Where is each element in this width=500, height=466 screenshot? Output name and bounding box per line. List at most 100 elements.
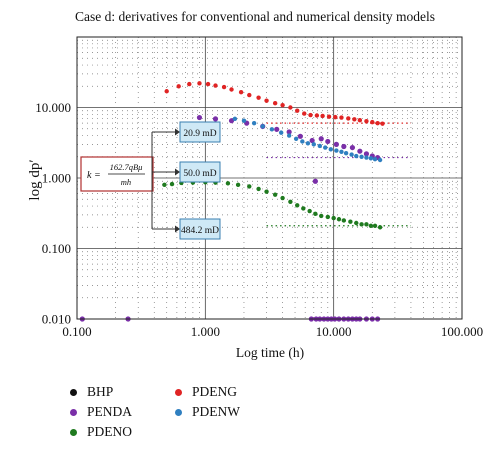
data-point-pdenw [311,142,316,147]
data-point-pdeng [205,81,211,87]
data-point-pdeno [377,225,383,230]
annotation-layer: k = 162.7qBμ mh 20.9 mD 50.0 mD 484.2 mD [80,121,221,240]
data-point-penda [363,151,370,157]
data-point-pdenw [300,139,305,144]
data-point-penda [309,137,315,144]
chart-title: Case d: derivatives for conventional and… [75,9,435,24]
data-point-pdeng [326,114,332,119]
data-point-pdenw [293,136,299,141]
permeability-box-2 [179,218,221,240]
data-point-pdeng [256,95,261,100]
data-point-pdenw [305,141,311,146]
data-point-pdenw [349,152,354,157]
y-tick-label: 0.010 [42,312,71,327]
data-point-pdeng [264,98,269,103]
data-point-pdeno [162,182,167,188]
data-point-pdeno [169,181,175,187]
data-point-pdenw [368,156,374,161]
legend-item-pdeng: PDENG [175,384,237,400]
y-axis-label: log dp′ [27,159,43,200]
data-point-pdeno [319,213,324,219]
data-point-penda [341,143,347,150]
bracket-arrowhead-2 [175,225,180,233]
data-point-pdeno [256,186,261,192]
data-point-pdeng [314,113,320,118]
data-point-pdeno [364,222,369,227]
y-tick-label: 10.000 [35,100,71,115]
data-point-pdeno [247,184,252,189]
data-point-penda [333,141,339,147]
plot-frame [76,36,463,320]
data-point-pdeng [272,101,278,106]
data-point-pdeno [359,222,364,227]
legend-item-pdeno: PDENO [70,424,132,440]
legend-label-pdenw: PDENW [192,404,240,419]
data-point-pdenw [359,154,364,159]
data-point-pdenw [317,143,323,149]
data-point-pdenw [343,150,349,156]
data-point-pdeno [331,215,336,221]
x-tick-label: 10.000 [316,324,352,339]
data-point-pdenw [260,124,265,129]
permeability-box-0 [179,121,221,143]
data-point-pdeng [375,120,380,126]
data-point-pdenw [372,156,378,162]
data-point-pdeng [247,92,252,98]
data-point-pdeno [368,223,374,228]
data-point-pdeno [301,206,306,211]
legend: BHP PENDA PDENO PDENG PDENW [70,384,370,454]
legend-marker-pdenw [175,408,182,416]
data-point-pdenw [269,127,275,132]
data-point-pdenw [323,145,328,150]
data-point-pdeng [339,115,344,120]
data-point-pdenw [377,157,383,163]
tick-labels-layer: 0.100 1.000 10.000 100.0000.0100.1001.00010… [35,100,483,339]
data-point-pdeno [325,214,330,220]
data-point-pdeng [213,83,218,88]
legend-label-pdeng: PDENG [192,384,238,399]
data-point-pdeng [176,84,181,89]
y-tick-label: 0.100 [42,241,71,256]
data-point-penda [196,114,203,121]
data-point-pdeng [380,121,385,126]
data-point-pdeng [346,116,351,121]
data-point-pdeng [370,119,375,125]
legend-item-penda: PENDA [70,404,132,420]
data-point-pdeno [307,208,312,214]
equation-lhs: k = [87,170,101,181]
data-point-pdeng [238,89,244,95]
data-point-pdenw [286,133,292,138]
legend-marker-pdeno [70,428,77,436]
y-tick-label: 1.000 [42,171,71,186]
x-axis-label: Log time (h) [236,345,304,360]
data-point-pdeng [164,89,169,94]
legend-marker-bhp [70,388,77,396]
data-point-pdeno [225,181,231,186]
data-point-pdeno [341,218,347,223]
data-point-pdeno [235,182,241,188]
data-point-pdeng [308,112,313,118]
data-point-pdenw [354,153,359,159]
permeability-label-0: 20.9 mD [183,129,216,139]
permeability-box-1 [179,161,221,183]
legend-label-bhp: BHP [87,384,114,399]
data-point-pdeno [264,189,269,194]
data-point-pdenw [334,148,339,153]
data-point-pdeng [221,84,227,90]
data-point-pdeno [354,220,359,226]
data-point-penda [357,148,363,154]
data-point-pdeng [280,102,285,108]
dotted-extension-layer [266,122,411,227]
data-point-pdeng [302,111,307,116]
legend-marker-penda [70,408,77,416]
equation-numerator: 162.7qBμ [110,162,143,172]
data-point-pdeno [280,195,285,201]
data-point-penda [312,178,318,184]
data-point-penda [274,126,280,132]
data-point-pdeng [295,108,300,113]
x-tick-label: 1.000 [191,324,220,339]
data-point-pdenw [241,118,247,123]
data-point-pdeng [364,118,369,124]
